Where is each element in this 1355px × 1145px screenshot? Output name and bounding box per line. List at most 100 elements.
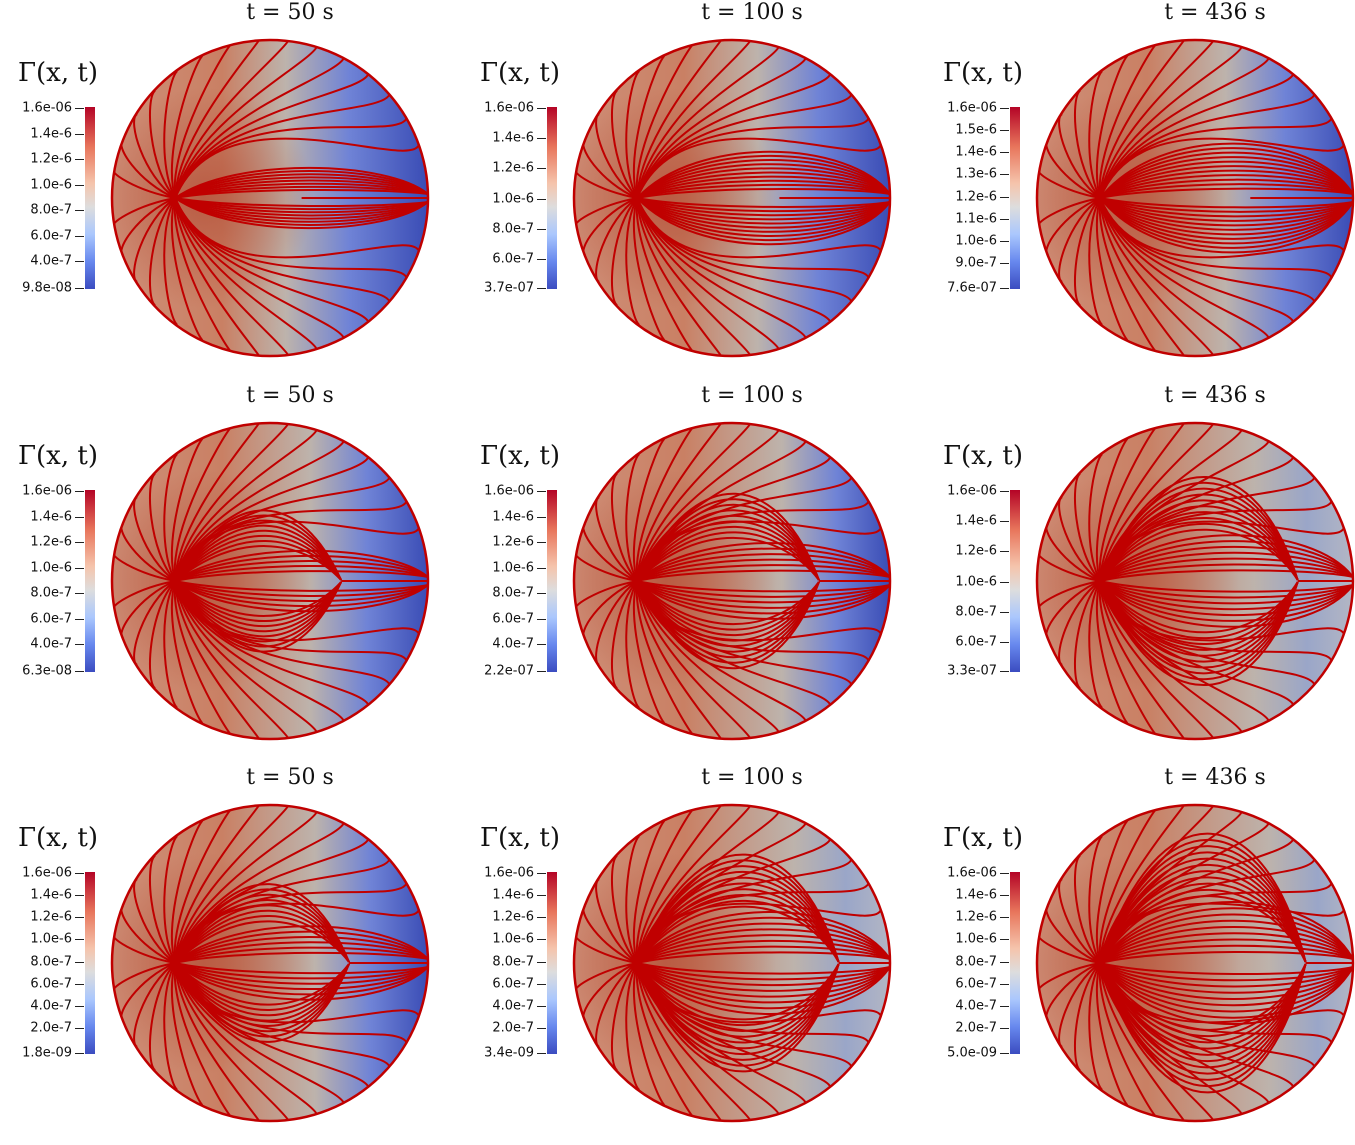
- streamline: [636, 197, 882, 259]
- colorbar-tick: [75, 1027, 84, 1029]
- streamline: [163, 962, 178, 1091]
- disk-boundary: [110, 38, 430, 358]
- disk-boundary: [572, 803, 892, 1123]
- streamline: [174, 962, 350, 1038]
- streamline: [148, 854, 176, 964]
- streamline: [174, 941, 428, 964]
- streamline: [1073, 854, 1101, 964]
- colorbar-tick-label: 1.6e-06: [22, 100, 72, 116]
- streamline: [636, 580, 820, 648]
- streamline: [636, 580, 890, 598]
- streamline: [1099, 197, 1215, 356]
- streamline: [1099, 57, 1270, 199]
- time-label: t = 436 s: [1164, 383, 1266, 408]
- streamline: [1099, 563, 1353, 582]
- colorbar-tick: [537, 138, 546, 140]
- colorbar-tick: [1000, 551, 1009, 553]
- colorbar-tick-label: 6.0e-7: [492, 976, 534, 992]
- colorbar-tick: [75, 184, 84, 186]
- colorbar-tick-label: 8.0e-7: [30, 954, 72, 970]
- streamline: [636, 558, 890, 582]
- streamline: [174, 170, 428, 199]
- colorbar-tick-label: 6.0e-7: [30, 611, 72, 627]
- streamline: [636, 179, 890, 199]
- streamline: [1073, 89, 1101, 199]
- streamline: [1099, 944, 1353, 964]
- colorbar-tick: [75, 618, 84, 620]
- colorbar-tick-label: 4.0e-7: [30, 636, 72, 652]
- colorbar-tick: [1000, 491, 1009, 492]
- colorbar-tick-label: 8.0e-7: [492, 221, 534, 237]
- streamline: [1099, 851, 1307, 964]
- colorbar-tick: [537, 258, 546, 260]
- streamline: [636, 197, 890, 213]
- streamline: [174, 962, 350, 1006]
- streamline: [173, 962, 231, 1117]
- streamline: [1099, 962, 1307, 1081]
- streamline: [173, 427, 231, 582]
- colorbar-tick: [1000, 939, 1009, 941]
- streamline: [1099, 938, 1353, 964]
- streamline: [1099, 962, 1353, 1000]
- streamline: [1099, 160, 1353, 199]
- streamline: [610, 89, 638, 199]
- streamline: [1098, 809, 1156, 964]
- streamline: [174, 580, 342, 622]
- colorbar-title: Γ(x, t): [943, 823, 1023, 853]
- streamline: [636, 197, 752, 356]
- colorbar-tick: [1000, 895, 1009, 897]
- streamline: [636, 916, 890, 964]
- streamline: [636, 197, 890, 217]
- streamline: [1099, 534, 1353, 582]
- streamline: [1099, 962, 1307, 1056]
- streamline: [1099, 147, 1353, 199]
- streamline: [636, 525, 820, 582]
- streamline: [636, 580, 752, 739]
- streamline: [636, 962, 840, 1050]
- colorbar-tick: [537, 491, 546, 492]
- streamline: [636, 197, 807, 339]
- streamline: [174, 166, 428, 199]
- colorbar-tick-label: 6.0e-7: [492, 611, 534, 627]
- streamline: [636, 175, 890, 199]
- colorbar-tick-label: 9.8e-08: [22, 280, 72, 296]
- streamline: [1099, 870, 1307, 964]
- streamline: [1099, 197, 1353, 249]
- streamline: [636, 962, 840, 1032]
- concentration-disk: [110, 421, 430, 741]
- colorbar-tick-label: 1.4e-6: [492, 130, 534, 146]
- streamline: [1099, 907, 1353, 964]
- colorbar-tick-label: 2.0e-7: [492, 1020, 534, 1036]
- colorbar-tick-label: 6.0e-7: [30, 228, 72, 244]
- colorbar-tick-label: 1.5e-6: [955, 122, 997, 138]
- streamline: [1099, 832, 1307, 964]
- streamline: [632, 55, 666, 199]
- colorbar-tick-label: 1.2e-6: [955, 909, 997, 925]
- colorbar-tick-label: 4.0e-7: [492, 998, 534, 1014]
- streamline: [174, 580, 428, 603]
- streamline: [1099, 197, 1353, 231]
- panel-8: t = 100 s Γ(x, t) 1.6e-06 1.4e-6 1.2e-6 1.0e-…: [462, 765, 912, 1145]
- streamline: [174, 962, 428, 975]
- streamline: [1099, 580, 1299, 651]
- streamline: [174, 509, 343, 582]
- streamline: [1099, 962, 1353, 1019]
- streamline: [148, 962, 176, 1072]
- concentration-disk: [572, 38, 892, 358]
- streamline: [1099, 197, 1353, 236]
- streamline: [170, 580, 204, 724]
- streamline: [636, 171, 890, 199]
- streamline: [1095, 962, 1129, 1106]
- streamline: [636, 962, 840, 1056]
- streamline: [1095, 438, 1129, 582]
- colorbar-tick-label: 1.6e-06: [484, 483, 534, 499]
- streamline: [174, 197, 290, 356]
- streamline: [1099, 580, 1353, 605]
- streamline: [174, 920, 350, 964]
- colorbar-tick-label: 8.0e-7: [30, 202, 72, 218]
- streamline: [174, 46, 318, 199]
- streamline: [636, 580, 820, 626]
- streamline: [636, 57, 807, 199]
- streamline: [174, 805, 290, 964]
- colorbar-tick-label: 4.0e-7: [492, 636, 534, 652]
